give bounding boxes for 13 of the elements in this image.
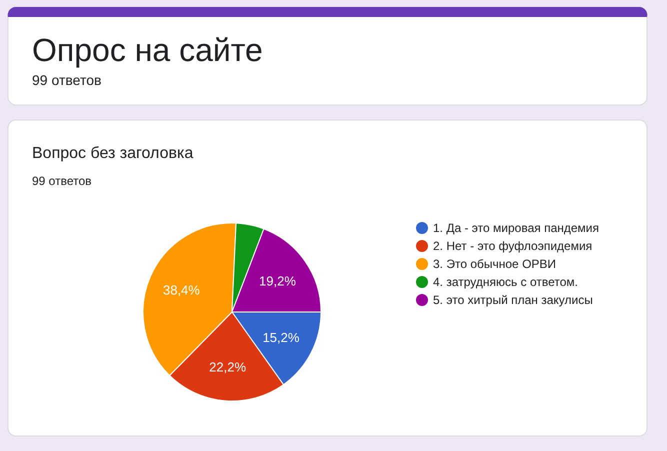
data-label: 19,2%: [259, 273, 296, 288]
legend-label: 3. Это обычное ОРВИ: [433, 257, 556, 272]
data-label: 22,2%: [209, 360, 246, 375]
legend-label: 4. затрудняюсь с ответом.: [433, 275, 578, 290]
text: Опрос на сайте: [32, 32, 263, 68]
legend-label: 5. это хитрый план закулисы: [433, 293, 593, 308]
chart-title: Вопрос без заголовка: [32, 145, 194, 162]
chart-subtitle: 99 ответов: [32, 174, 92, 188]
legend-label: 1. Да - это мировая пандемия: [433, 221, 600, 236]
data-label: 38,4%: [162, 282, 200, 298]
legend-label: 2. Нет - это фуфлоэпидемия: [433, 239, 592, 254]
text: 99 ответов: [32, 72, 102, 88]
data-label: 15,2%: [262, 330, 300, 345]
